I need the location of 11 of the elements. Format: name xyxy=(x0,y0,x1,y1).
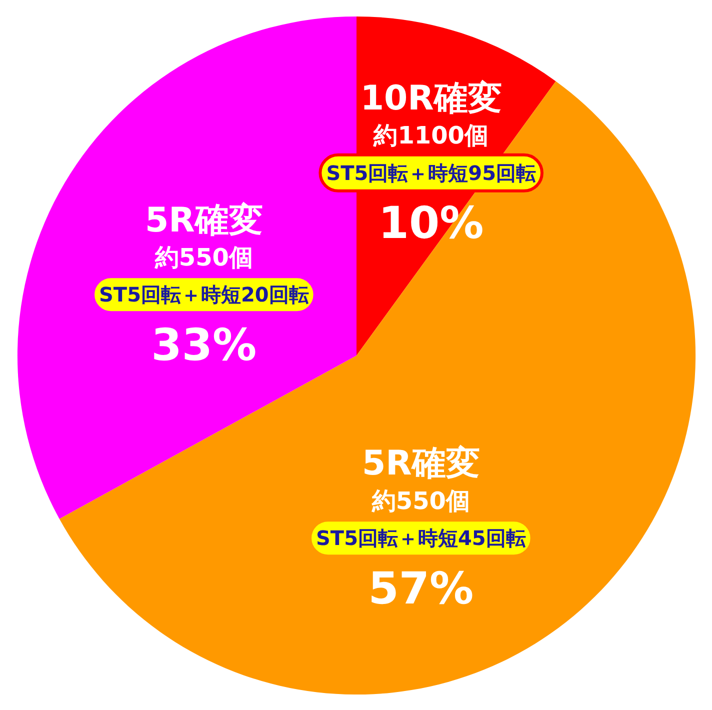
text: 約550個 xyxy=(370,486,470,515)
data-label: 57% xyxy=(368,563,474,614)
slice-label: 5R確変 xyxy=(145,200,263,240)
data-label: 33% xyxy=(151,320,257,371)
text: ST5回転＋時短45回転 xyxy=(316,526,526,550)
slice-label: 10R確変 xyxy=(360,78,502,119)
text: 約1100個 xyxy=(372,122,488,150)
slice-label: 5R確変 xyxy=(362,444,480,484)
text: 約550個 xyxy=(154,243,253,272)
text: ST5回転＋時短20回転 xyxy=(99,282,309,307)
text: ST5回転＋時短95回転 xyxy=(326,160,536,185)
